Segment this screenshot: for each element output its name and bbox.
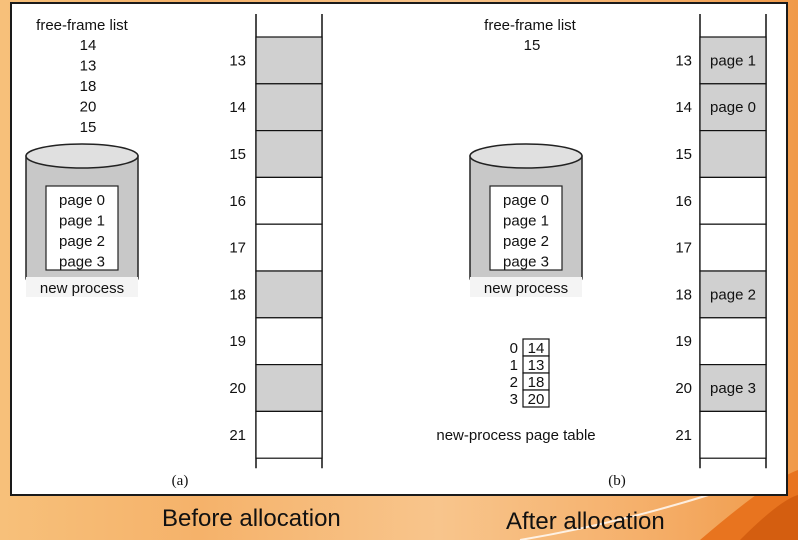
- disk-page-label: page 1: [503, 213, 549, 230]
- sublabel: (b): [608, 473, 626, 489]
- frame-number: 15: [675, 146, 692, 163]
- frame-number: 14: [229, 99, 246, 116]
- frame-page-label: page 1: [710, 52, 756, 69]
- disk-page-label: page 3: [59, 254, 105, 271]
- page-table-index: 1: [510, 357, 518, 374]
- frame-number: 17: [675, 240, 692, 257]
- memory-frame: [255, 129, 323, 178]
- memory-frame: [255, 317, 323, 366]
- page-table-frame: 18: [528, 374, 545, 391]
- disk-label-bg: [26, 277, 138, 297]
- frame-number: 18: [675, 286, 692, 303]
- disk-page-label: page 1: [59, 213, 105, 230]
- memory-frame: [255, 176, 323, 225]
- memory-frame: [255, 83, 323, 132]
- frame-number: 20: [229, 380, 246, 397]
- frame-number: 14: [675, 99, 692, 116]
- page-table-label: new-process page table: [436, 427, 595, 444]
- page-table: 0 14 1 13 2 18 3 20: [510, 338, 550, 408]
- page-table-index: 3: [510, 391, 518, 408]
- disk-page-label: page 0: [59, 192, 105, 209]
- frame-number: 21: [675, 427, 692, 444]
- memory-frames: 13 14 15 16 17 18 19 20 21: [229, 14, 323, 469]
- memory-frame: [699, 270, 767, 319]
- free-frame-number: 13: [80, 58, 97, 75]
- free-frame-list-title: free-frame list: [484, 17, 577, 34]
- memory-frame: [699, 129, 767, 178]
- disk-page-label: page 0: [503, 192, 549, 209]
- disk-page-box: [489, 185, 563, 271]
- frame-page-label: page 0: [710, 99, 756, 116]
- disk-top: [469, 143, 583, 169]
- free-frame-number: 18: [80, 78, 97, 95]
- free-frame-number: 14: [80, 37, 97, 54]
- page-table-frame: 20: [528, 391, 545, 408]
- disk-pages: page 0 page 1 page 2 page 3: [59, 192, 105, 271]
- page-table-frame: 13: [528, 357, 545, 374]
- disk-pages: page 0 page 1 page 2 page 3: [503, 192, 549, 271]
- page-table-entry: [522, 389, 550, 408]
- memory-frame: [255, 36, 323, 85]
- disk-page-label: page 3: [503, 254, 549, 271]
- memory-frame: [699, 317, 767, 366]
- frame-number: 20: [675, 380, 692, 397]
- memory-frame: [699, 223, 767, 272]
- frame-number: 19: [675, 333, 692, 350]
- memory-frame: [699, 36, 767, 85]
- frame-number: 13: [675, 52, 692, 69]
- frame-number: 19: [229, 333, 246, 350]
- caption-before: Before allocation: [162, 505, 341, 532]
- free-frame-number: 20: [80, 99, 97, 116]
- frame-number: 17: [229, 240, 246, 257]
- memory-frame: [255, 364, 323, 413]
- free-frame-number: 15: [524, 37, 541, 54]
- disk-page-label: page 2: [59, 233, 105, 250]
- memory-frame: [699, 83, 767, 132]
- disk-cylinder: page 0 page 1 page 2 page 3 new process: [25, 143, 139, 297]
- memory-frame: [255, 270, 323, 319]
- frame-number: 21: [229, 427, 246, 444]
- caption-after: After allocation: [506, 508, 665, 535]
- free-frame-list: 14 13 18 20 15: [80, 37, 97, 136]
- disk-page-box: [45, 185, 119, 271]
- memory-frames: 13 page 1 14 page 0 15 16 17 18 page 2 19 20 page 3…: [675, 14, 767, 469]
- frame-number: 15: [229, 146, 246, 163]
- frame-number: 16: [675, 193, 692, 210]
- disk-label: new process: [484, 280, 568, 297]
- memory-frame: [255, 410, 323, 459]
- decorative-swoosh-dark: [740, 495, 798, 540]
- disk-label: new process: [40, 280, 124, 297]
- free-frame-list-title: free-frame list: [36, 17, 129, 34]
- memory-frame: [699, 176, 767, 225]
- memory-frame: [255, 223, 323, 272]
- page-table-frame: 14: [528, 340, 545, 357]
- frame-number: 18: [229, 286, 246, 303]
- disk-top: [25, 143, 139, 169]
- page-table-index: 0: [510, 340, 518, 357]
- sublabel: (a): [172, 473, 189, 489]
- memory-frame: [699, 410, 767, 459]
- disk-label-bg: [470, 277, 582, 297]
- frame-number: 13: [229, 52, 246, 69]
- free-frame-number: 15: [80, 119, 97, 136]
- disk-cylinder: page 0 page 1 page 2 page 3 new process: [469, 143, 583, 297]
- frame-page-label: page 2: [710, 286, 756, 303]
- disk-page-label: page 2: [503, 233, 549, 250]
- memory-frame: [699, 364, 767, 413]
- frame-page-label: page 3: [710, 380, 756, 397]
- frame-number: 16: [229, 193, 246, 210]
- page-table-index: 2: [510, 374, 518, 391]
- free-frame-list: 15: [524, 37, 541, 54]
